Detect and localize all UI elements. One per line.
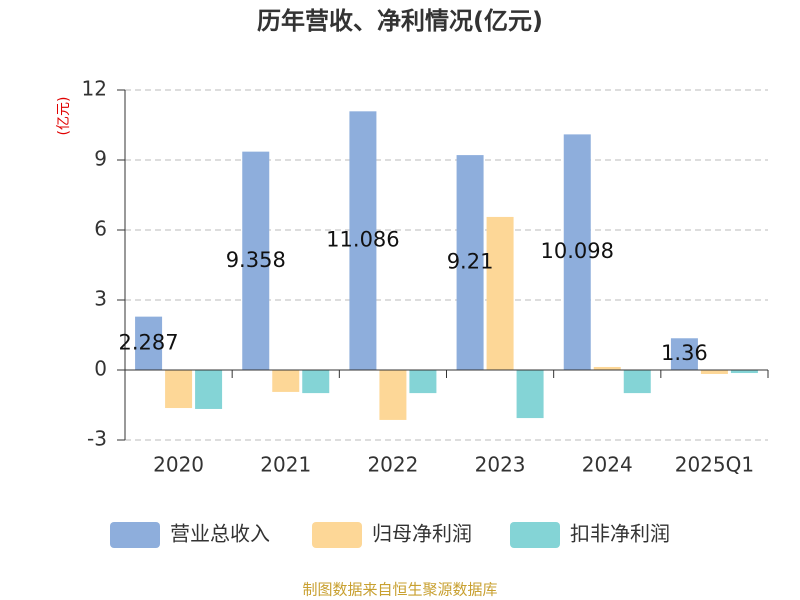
bar <box>700 370 728 374</box>
source-note: 制图数据来自恒生聚源数据库 <box>302 581 497 599</box>
x-tick-label: 2022 <box>367 453 418 477</box>
chart-title: 历年营收、净利情况(亿元) <box>257 7 543 35</box>
y-tick-label: 9 <box>94 147 107 171</box>
legend-label: 归母净利润 <box>372 522 472 546</box>
data-label: 9.21 <box>447 250 494 274</box>
data-label: 2.287 <box>119 330 179 354</box>
bar <box>379 370 407 420</box>
bar <box>272 370 300 392</box>
legend-swatch <box>510 522 560 548</box>
y-tick-label: 12 <box>82 77 107 101</box>
legend-swatch <box>110 522 160 548</box>
y-tick-label: -3 <box>87 427 107 451</box>
x-tick-label: 2021 <box>260 453 311 477</box>
bar <box>165 370 193 409</box>
bar <box>623 370 651 394</box>
bar <box>195 370 223 409</box>
x-tick-label: 2023 <box>475 453 526 477</box>
x-tick-label: 2020 <box>153 453 204 477</box>
y-tick-label: 6 <box>94 217 107 241</box>
bar <box>409 370 437 394</box>
data-label: 9.358 <box>226 248 286 272</box>
legend-swatch <box>312 522 362 548</box>
x-tick-label: 2025Q1 <box>675 453 754 477</box>
bar <box>670 338 698 370</box>
bar <box>593 366 621 370</box>
bar <box>456 155 484 370</box>
y-axis-label: (亿元) <box>56 97 72 136</box>
bar <box>486 216 514 370</box>
bar <box>302 370 330 394</box>
y-tick-label: 3 <box>94 287 107 311</box>
bar <box>730 370 758 374</box>
bar <box>135 316 163 370</box>
data-label: 1.36 <box>661 341 708 365</box>
legend: 营业总收入 归母净利润 扣非净利润 <box>110 522 670 548</box>
bar <box>242 151 270 370</box>
legend-label: 扣非净利润 <box>570 522 670 546</box>
bar <box>563 134 591 370</box>
bar <box>516 370 544 419</box>
y-tick-label: 0 <box>94 357 107 381</box>
bar <box>349 111 377 371</box>
legend-label: 营业总收入 <box>170 522 270 546</box>
data-label: 11.086 <box>326 228 399 252</box>
data-label: 10.098 <box>541 239 614 263</box>
x-tick-label: 2024 <box>582 453 633 477</box>
